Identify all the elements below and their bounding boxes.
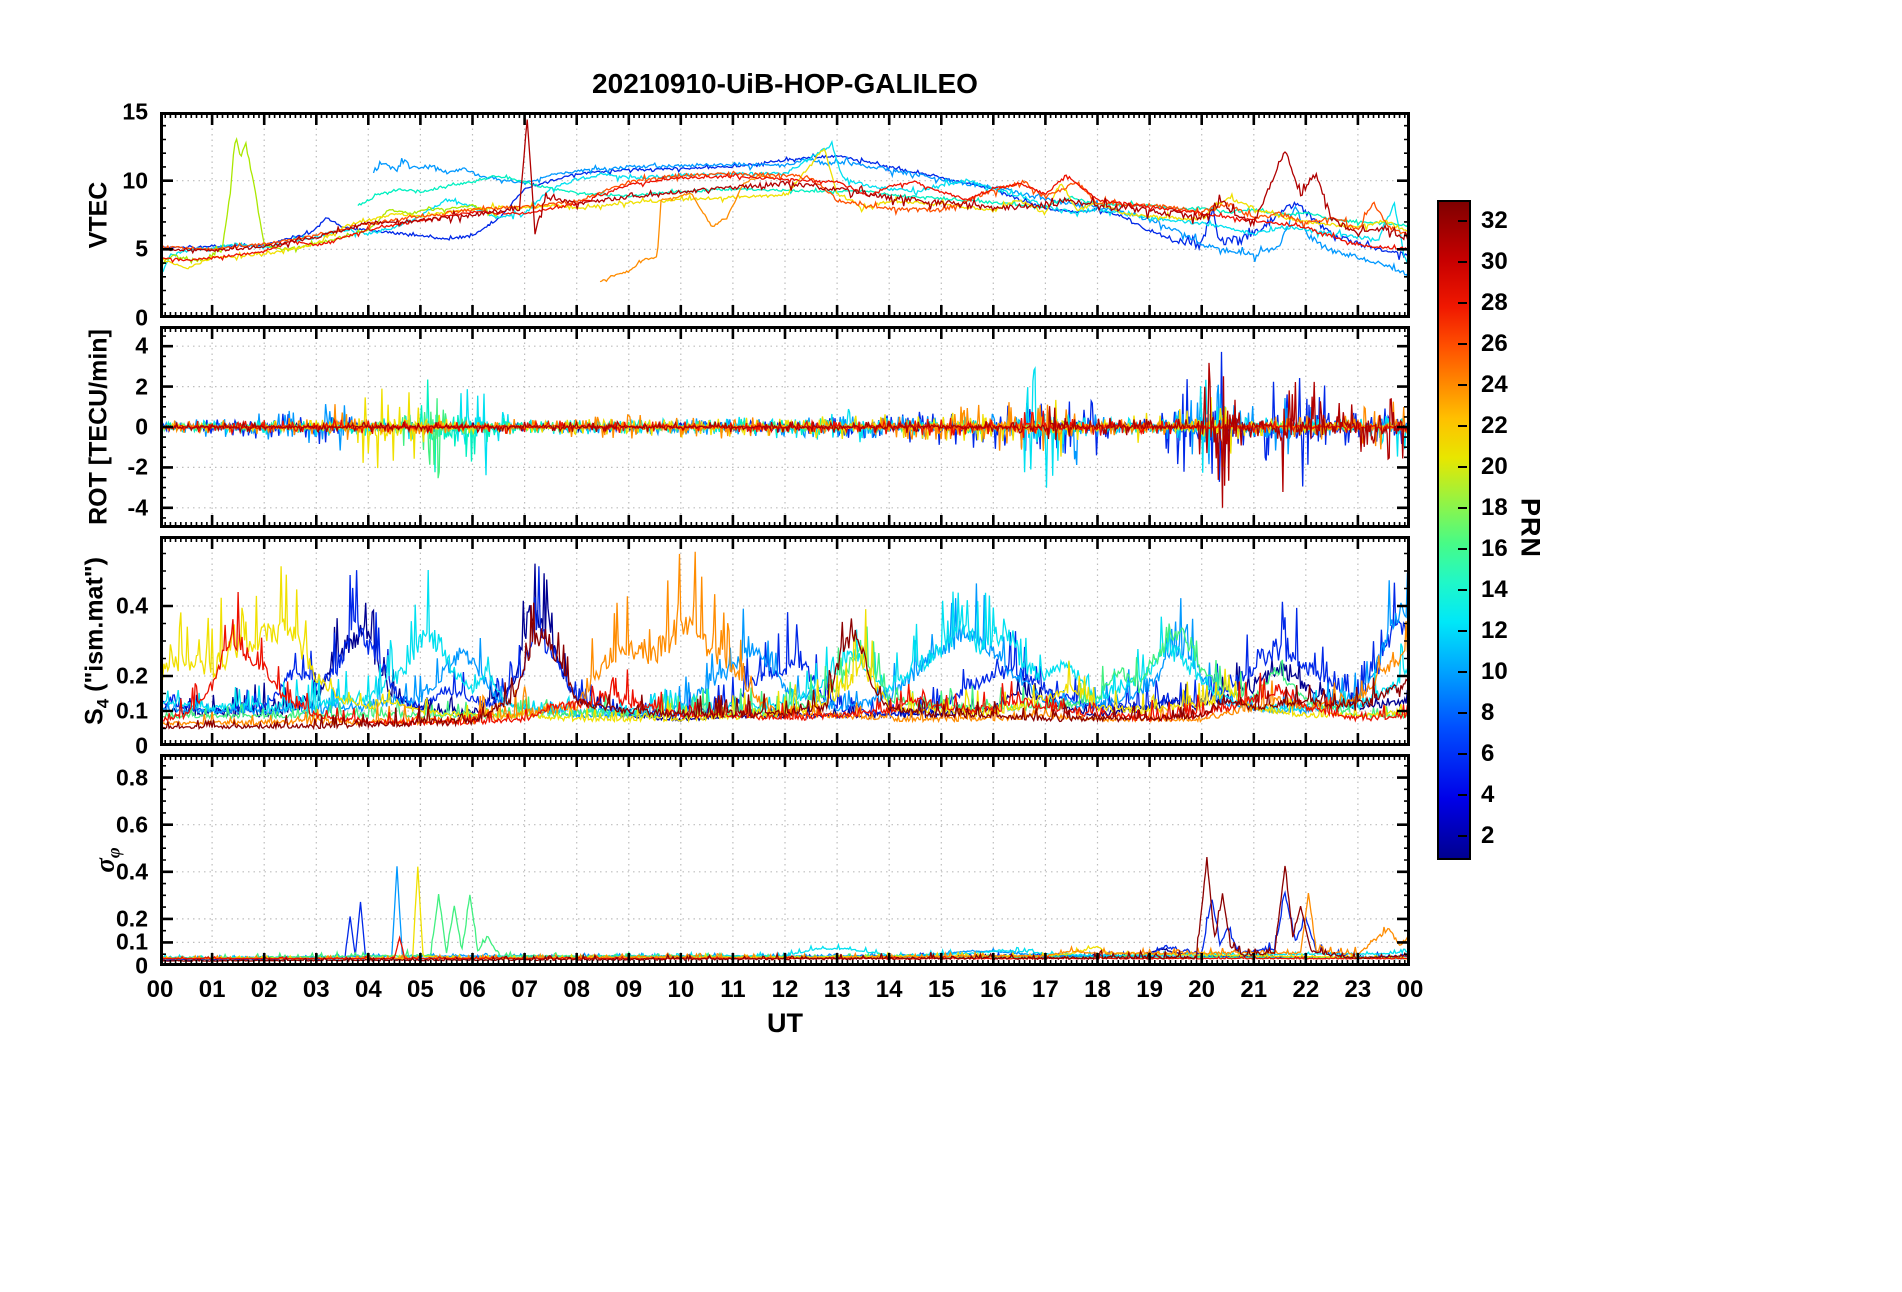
colorbar-tick bbox=[1458, 506, 1467, 509]
xtick-label: 00 bbox=[1396, 976, 1424, 1003]
rot-ytick-label: -2 bbox=[127, 453, 148, 480]
xtick-label: 18 bbox=[1084, 976, 1111, 1003]
sigma-ylabel-sub: φ bbox=[103, 847, 124, 859]
xtick-label: 08 bbox=[563, 976, 591, 1003]
sigma_phi-ytick-label: 0.6 bbox=[116, 811, 148, 838]
colorbar-tick-label: 18 bbox=[1481, 493, 1508, 521]
xtick-label: 19 bbox=[1136, 976, 1163, 1003]
rot-ytick-label: 2 bbox=[135, 373, 148, 400]
colorbar-tick bbox=[1458, 670, 1467, 673]
xtick-label: 11 bbox=[720, 976, 746, 1003]
colorbar-tick bbox=[1458, 424, 1467, 427]
rot-ylabel: ROT [TECU/min] bbox=[84, 329, 113, 525]
xtick-label: 17 bbox=[1032, 976, 1059, 1003]
vtec-ylabel: VTEC bbox=[84, 181, 113, 249]
colorbar-tick-label: 28 bbox=[1481, 288, 1508, 316]
colorbar-tick bbox=[1458, 588, 1467, 591]
colorbar-tick-label: 6 bbox=[1481, 739, 1495, 767]
colorbar bbox=[1437, 200, 1471, 860]
s4-panel bbox=[160, 536, 1410, 746]
colorbar-tick bbox=[1458, 383, 1467, 386]
colorbar-tick bbox=[1458, 342, 1467, 345]
sigma_phi-ytick-label: 0 bbox=[135, 952, 148, 979]
s4-ylabel: S4 ("ism.mat") bbox=[81, 557, 114, 725]
colorbar-tick-label: 26 bbox=[1481, 329, 1508, 357]
rot-ytick-label: 4 bbox=[135, 332, 148, 359]
colorbar-label: PRN bbox=[1515, 497, 1546, 559]
colorbar-tick-label: 14 bbox=[1481, 575, 1508, 603]
xtick-label: 06 bbox=[459, 976, 486, 1003]
chart-title: 20210910-UiB-HOP-GALILEO bbox=[592, 68, 978, 99]
s4-ytick-label: 0.1 bbox=[116, 697, 148, 724]
sigma-ylabel-main: σ bbox=[89, 858, 120, 873]
xtick-label: 23 bbox=[1344, 976, 1372, 1003]
x-axis-label: UT bbox=[767, 1008, 803, 1038]
xtick-label: 01 bbox=[198, 976, 226, 1003]
rot-panel bbox=[160, 326, 1410, 528]
colorbar-tick-label: 30 bbox=[1481, 247, 1508, 275]
s4-ytick-label: 0.4 bbox=[116, 592, 148, 619]
s4-ylabel-sub: 4 bbox=[93, 698, 113, 709]
colorbar-tick-label: 8 bbox=[1481, 698, 1495, 726]
xtick-label: 20 bbox=[1188, 976, 1216, 1003]
xtick-label: 10 bbox=[667, 976, 695, 1003]
xtick-label: 04 bbox=[354, 976, 382, 1003]
colorbar-tick-label: 2 bbox=[1481, 821, 1495, 849]
xtick-label: 07 bbox=[511, 976, 538, 1003]
colorbar-tick bbox=[1458, 260, 1467, 263]
xtick-label: 22 bbox=[1292, 976, 1320, 1003]
vtec-ytick-label: 0 bbox=[135, 304, 148, 331]
xtick-label: 12 bbox=[771, 976, 799, 1003]
colorbar-tick bbox=[1458, 465, 1467, 468]
vtec-panel bbox=[160, 112, 1410, 318]
xtick-label: 03 bbox=[302, 976, 330, 1003]
sigma-phi-panel bbox=[160, 754, 1410, 966]
colorbar-tick bbox=[1458, 752, 1467, 755]
colorbar-tick bbox=[1458, 219, 1467, 222]
colorbar-tick-label: 22 bbox=[1481, 411, 1508, 439]
xtick-label: 05 bbox=[407, 976, 434, 1003]
s4-ytick-label: 0 bbox=[135, 732, 148, 759]
sigma_phi-ytick-label: 0.8 bbox=[116, 764, 148, 791]
s4-ylabel-main: S bbox=[80, 708, 109, 725]
xtick-label: 16 bbox=[979, 976, 1007, 1003]
colorbar-tick-label: 12 bbox=[1481, 616, 1508, 644]
s4-ytick-label: 0.2 bbox=[116, 662, 148, 689]
colorbar-tick-label: 16 bbox=[1481, 534, 1508, 562]
colorbar-tick-label: 32 bbox=[1481, 206, 1508, 234]
xtick-label: 21 bbox=[1240, 976, 1268, 1003]
colorbar-tick-label: 20 bbox=[1481, 452, 1508, 480]
xtick-label: 09 bbox=[615, 976, 643, 1003]
s4-ylabel-rest: ("ism.mat") bbox=[80, 557, 109, 699]
colorbar-tick bbox=[1458, 301, 1467, 304]
sigma_phi-ytick-label: 0.4 bbox=[116, 858, 148, 885]
rot-ytick-label: 0 bbox=[135, 413, 148, 440]
vtec-ytick-label: 15 bbox=[122, 98, 148, 125]
xtick-label: 00 bbox=[146, 976, 174, 1003]
colorbar-tick bbox=[1458, 547, 1467, 550]
sigma_phi-ytick-label: 0.2 bbox=[116, 905, 148, 932]
colorbar-tick-label: 24 bbox=[1481, 370, 1508, 398]
sigma_phi-ytick-label: 0.1 bbox=[116, 928, 148, 955]
rot-ytick-label: -4 bbox=[127, 494, 148, 521]
vtec-ytick-label: 10 bbox=[122, 167, 148, 194]
vtec-ytick-label: 5 bbox=[135, 235, 148, 262]
colorbar-tick-label: 4 bbox=[1481, 780, 1495, 808]
xtick-label: 13 bbox=[823, 976, 851, 1003]
xtick-label: 15 bbox=[927, 976, 955, 1003]
xtick-label: 02 bbox=[250, 976, 278, 1003]
colorbar-tick bbox=[1458, 834, 1467, 837]
xtick-label: 14 bbox=[875, 976, 903, 1003]
colorbar-tick-label: 10 bbox=[1481, 657, 1508, 685]
colorbar-tick bbox=[1458, 793, 1467, 796]
colorbar-tick bbox=[1458, 711, 1467, 714]
colorbar-tick bbox=[1458, 629, 1467, 632]
